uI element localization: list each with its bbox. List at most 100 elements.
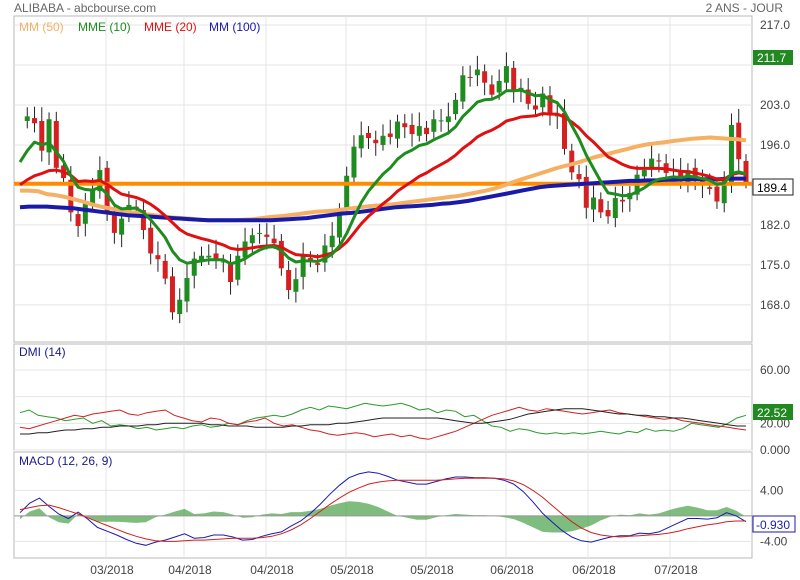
candle-body xyxy=(90,189,96,204)
candle-body xyxy=(707,187,713,189)
x-tick-label: 04/2018 xyxy=(168,563,212,577)
candle-body xyxy=(191,258,197,276)
candle-body xyxy=(329,235,335,248)
candle-body xyxy=(511,67,517,92)
x-tick-label: 04/2018 xyxy=(250,563,294,577)
candle-body xyxy=(111,213,117,233)
candle-body xyxy=(24,116,30,121)
candle-body xyxy=(365,132,371,139)
candle-body xyxy=(569,150,575,173)
candle-body xyxy=(286,270,292,291)
candle-body xyxy=(525,89,531,104)
x-tick-label: 05/2018 xyxy=(410,563,454,577)
candle-body xyxy=(649,158,655,168)
legend-mm100: MM (100) xyxy=(209,20,260,34)
candle-body xyxy=(271,238,277,244)
dmi-plus-line xyxy=(19,402,747,435)
price-grid xyxy=(14,16,752,342)
candle-body xyxy=(641,170,647,177)
dmi-grid xyxy=(14,344,752,451)
macd-histogram-area xyxy=(20,501,746,533)
candle-body xyxy=(358,135,364,149)
candle-body xyxy=(249,235,255,244)
x-tick-label: 05/2018 xyxy=(330,563,374,577)
candle-body xyxy=(591,197,597,210)
macd-value-label: -0.930 xyxy=(756,518,790,532)
candle-body xyxy=(82,202,88,224)
dmi-tick-label: 60.00 xyxy=(760,363,790,377)
x-axis-labels: 03/2018 04/2018 04/2018 05/2018 05/2018 06/20… xyxy=(90,563,698,577)
candle-body xyxy=(177,299,183,315)
candle-body xyxy=(169,276,175,313)
candle-body xyxy=(184,278,190,302)
dmi-value-label: 22.52 xyxy=(757,406,787,420)
candle-body xyxy=(162,260,168,279)
candle-body xyxy=(75,214,81,227)
price-tick-label: 217.0 xyxy=(760,18,790,32)
candle-body xyxy=(344,175,350,208)
candle-body xyxy=(540,93,546,108)
adx-line xyxy=(20,408,746,435)
candle-body xyxy=(387,133,393,137)
candle-body xyxy=(438,120,444,122)
candle-body xyxy=(395,121,401,139)
candle-body xyxy=(562,112,567,149)
last-value-flag: 189.4 xyxy=(752,178,794,196)
price-tick-label: 175.0 xyxy=(760,258,790,272)
candle-body xyxy=(416,126,422,136)
mm100-line xyxy=(19,176,746,223)
chart-title: ALIBABA - abcbourse.com xyxy=(14,1,156,15)
candle-body xyxy=(482,71,488,83)
signal-line xyxy=(19,477,746,542)
candle-body xyxy=(489,84,495,95)
x-tick-label: 03/2018 xyxy=(90,563,134,577)
mme20-line xyxy=(19,112,747,259)
candle-body xyxy=(547,95,553,115)
x-tick-label: 07/2018 xyxy=(654,563,698,577)
period-label: 2 ANS - JOUR xyxy=(706,1,784,15)
macd-title: MACD (12, 26, 9) xyxy=(19,454,112,468)
candle-body xyxy=(199,255,204,261)
candle-body xyxy=(728,124,734,183)
candle-body xyxy=(148,227,154,254)
macd-tick-label: 4.00 xyxy=(760,483,784,497)
candle-body xyxy=(300,256,306,277)
candle-body xyxy=(532,105,538,110)
candle-body xyxy=(373,139,379,144)
candle-body xyxy=(53,120,59,168)
candle-body xyxy=(605,210,611,217)
candle-body xyxy=(503,66,509,83)
candle-body xyxy=(39,120,45,151)
high-value-label: 211.7 xyxy=(757,51,786,65)
candle-body xyxy=(402,123,408,128)
price-tick-label: 182.0 xyxy=(760,218,790,232)
candle-body xyxy=(460,75,466,102)
macd-tick-label: -4.00 xyxy=(760,534,788,548)
mme10-line xyxy=(18,88,747,266)
candle-body xyxy=(336,210,342,238)
candle-body xyxy=(714,186,720,202)
price-tick-label: 203.0 xyxy=(760,98,790,112)
macd-panel xyxy=(13,451,753,559)
macd-y-axis: -4.00 4.00 xyxy=(760,483,788,548)
candle-body xyxy=(140,210,146,231)
dmi-tick-label: 0.000 xyxy=(760,443,790,457)
candle-body xyxy=(315,263,321,265)
x-tick-label: 06/2018 xyxy=(572,563,616,577)
candle-body xyxy=(46,119,52,153)
legend-mme20: MME (20) xyxy=(144,20,197,34)
legend-mm50: MM (50) xyxy=(19,20,64,34)
candle-body xyxy=(496,80,502,93)
candle-body xyxy=(68,179,74,213)
price-y-axis: 168.0 175.0 182.0 196.0 203.0 217.0 xyxy=(760,18,790,312)
x-tick-label: 06/2018 xyxy=(490,563,534,577)
candle-body xyxy=(576,174,582,180)
price-lines xyxy=(14,88,752,266)
candle-body xyxy=(431,119,437,132)
candle-body xyxy=(743,160,749,183)
candle-body xyxy=(656,160,662,162)
candle-body xyxy=(554,115,560,117)
candle-body xyxy=(206,255,212,258)
macd-line xyxy=(19,471,747,546)
candle-body xyxy=(583,176,589,208)
